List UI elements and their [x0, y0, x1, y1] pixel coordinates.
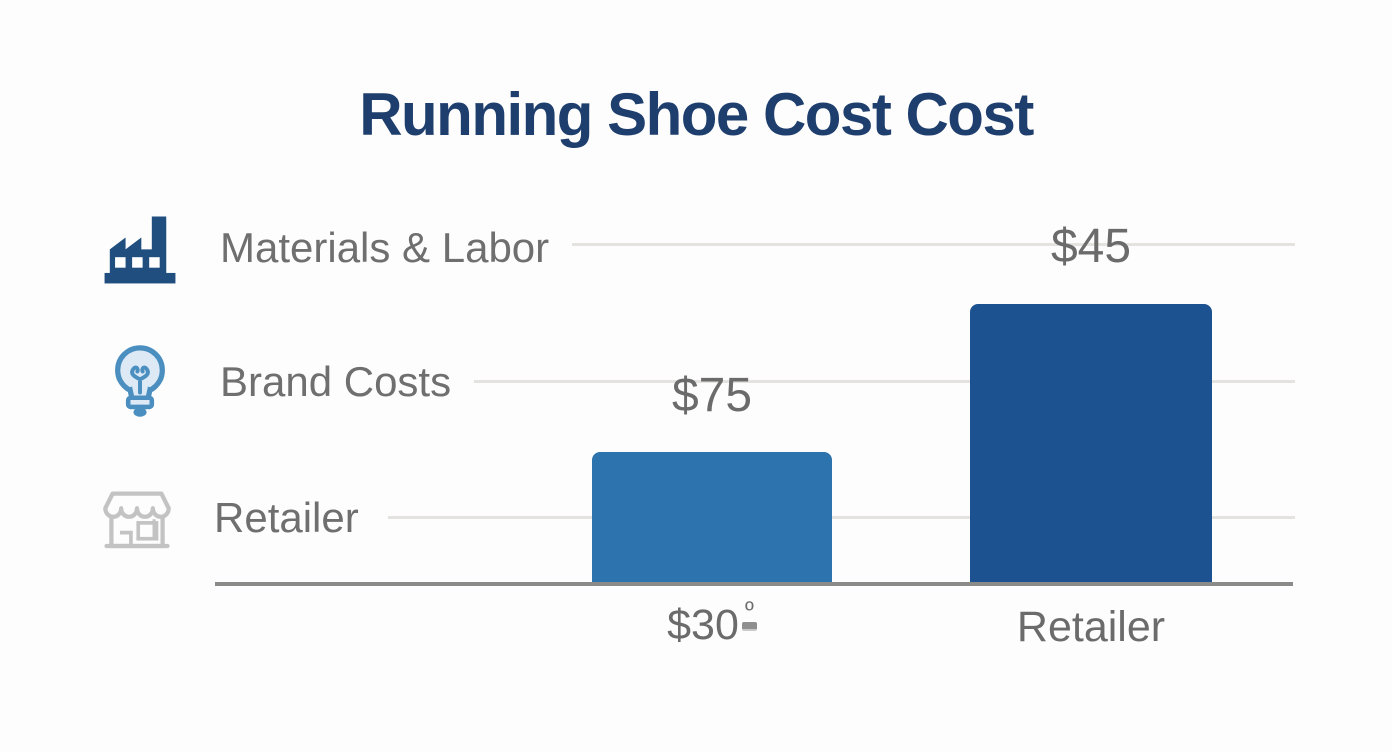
legend-item-materials-labor: Materials & Labor — [98, 203, 549, 293]
legend-label: Retailer — [214, 494, 359, 541]
x-axis-label-right: Retailer — [970, 606, 1212, 649]
lightbulb-icon — [115, 345, 165, 417]
legend-item-retailer: Retailer — [98, 473, 359, 563]
bar-value-label-left: $75 — [671, 369, 753, 422]
bar-value-label-right: $45 — [1050, 220, 1132, 273]
label-artifact-box — [741, 622, 757, 631]
legend-label: Brand Costs — [220, 358, 452, 405]
x-axis-label-suffix: º — [741, 597, 757, 631]
x-axis-label-text: Retailer — [1016, 603, 1166, 651]
factory-icon — [104, 216, 176, 284]
legend-item-brand-costs: Brand Costs — [98, 337, 451, 427]
gridline-middle — [474, 380, 1295, 383]
storefront-icon — [103, 491, 171, 549]
bar-left — [592, 452, 832, 586]
x-axis-label-text: $30 — [667, 601, 739, 649]
x-axis-line — [215, 582, 1293, 586]
bar-right — [970, 304, 1212, 586]
gridline-top — [572, 243, 1295, 246]
page-title: Running Shoe Cost Cost — [359, 81, 1034, 148]
legend-label: Materials & Labor — [220, 224, 550, 271]
x-axis-label-left: $30 º — [592, 597, 832, 649]
gridline-bottom — [388, 516, 1295, 519]
degree-mark: º — [744, 597, 754, 624]
